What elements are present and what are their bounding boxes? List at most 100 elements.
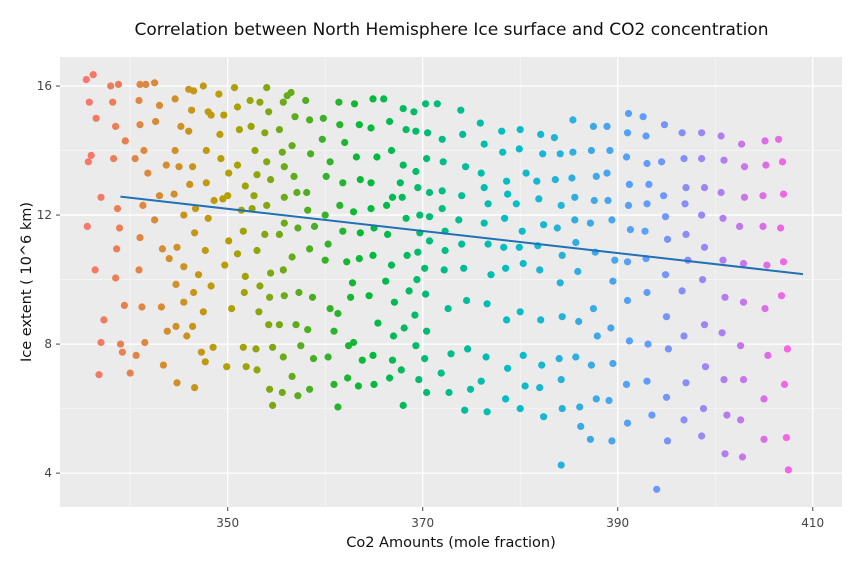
data-point [191,205,200,213]
data-point [356,229,364,237]
data-point [414,184,422,192]
data-point [369,95,377,103]
data-point [682,379,690,387]
data-point [136,121,144,129]
data-point [241,182,249,190]
data-point [239,227,247,235]
data-point [310,222,319,230]
data-point [609,277,617,285]
data-point [482,353,490,361]
data-point [421,264,429,272]
data-point [386,374,394,382]
data-point [557,376,565,384]
data-point [369,251,377,259]
data-point [759,192,767,200]
data-point [425,237,434,245]
data-point [698,155,706,163]
data-point [536,384,544,392]
data-point [306,385,314,393]
data-point [367,124,375,132]
data-point [476,119,484,127]
data-point [252,345,260,353]
data-point [324,240,332,248]
data-point [569,116,577,124]
data-point [516,405,524,413]
data-point [84,158,92,166]
data-point [170,190,178,198]
data-point [355,255,363,263]
data-point [535,195,543,203]
data-point [113,205,122,213]
data-point [660,121,669,129]
data-point [459,130,467,138]
data-point [477,377,485,385]
data-point [399,401,407,409]
data-point [438,135,446,143]
data-point [402,126,410,134]
data-point [189,322,197,330]
data-point [350,100,359,108]
data-point [503,177,511,185]
data-point [185,127,193,135]
data-point [761,137,769,145]
data-point [462,163,470,171]
data-point [247,122,255,130]
data-point [645,180,653,188]
data-point [304,206,312,214]
data-point [278,148,286,156]
data-point [622,153,631,161]
data-point [763,261,771,269]
data-point [326,305,334,313]
data-point [499,148,507,156]
data-point [114,80,123,88]
data-point [608,437,616,445]
data-point [653,485,661,493]
data-point [318,135,326,143]
data-point [131,155,139,163]
data-point [487,271,495,279]
data-point [762,161,770,169]
data-point [155,101,164,109]
data-point [555,355,563,363]
data-point [239,343,247,351]
data-point [294,224,302,232]
data-point [180,263,188,271]
data-point [662,313,671,321]
data-point [700,184,709,192]
data-point [157,303,165,311]
data-point [336,121,344,129]
data-point [775,135,783,143]
data-point [719,256,727,264]
data-point [678,287,686,295]
data-point [458,240,466,248]
data-point [253,171,261,179]
data-point [569,148,577,156]
data-point [210,196,218,205]
data-point [455,216,463,224]
data-point [339,227,347,235]
y-tick-label: 4 [44,466,52,480]
data-point [717,132,725,140]
x-tick-label: 410 [801,516,824,530]
data-point [321,256,329,264]
data-point [589,305,598,313]
data-point [736,222,744,230]
data-point [162,161,170,169]
data-point [382,277,390,285]
data-point [207,111,215,119]
y-axis-ticks: 4 8 12 16 [37,79,60,480]
data-point [155,192,164,200]
data-point [777,292,786,300]
data-point [721,450,729,458]
data-point [288,253,296,261]
data-point [423,327,431,335]
data-point [158,245,166,253]
data-point [648,411,656,419]
data-point [457,106,465,114]
data-point [498,127,506,135]
data-point [199,82,207,90]
data-point [782,434,791,442]
data-point [701,363,710,371]
data-point [171,146,179,155]
